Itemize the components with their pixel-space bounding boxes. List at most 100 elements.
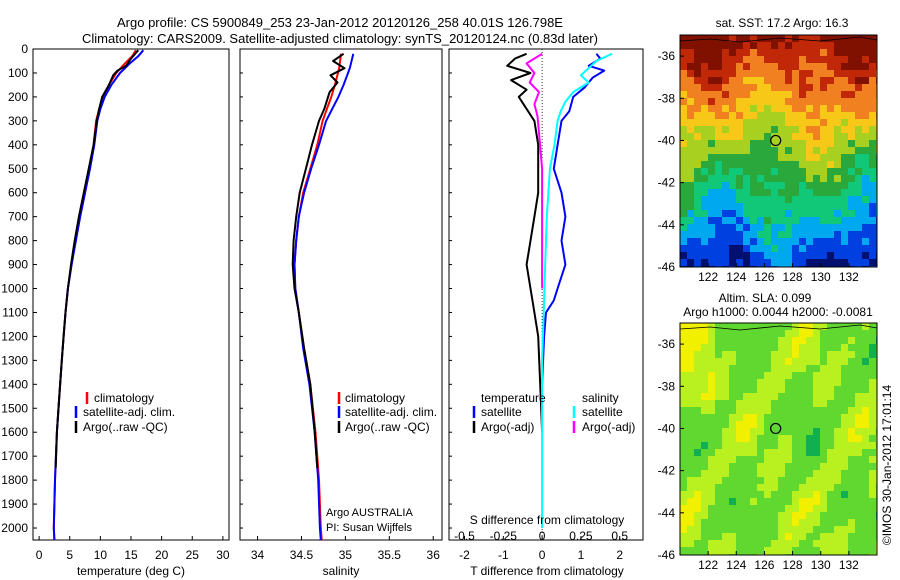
salinity-axis-label: salinity <box>323 564 360 578</box>
map-cell <box>701 323 709 331</box>
salinity-legend: climatology satellite-adj. clim. Argo(..… <box>337 391 437 434</box>
map-cell <box>841 168 849 176</box>
map-cell <box>834 238 842 246</box>
map-cell <box>841 140 849 148</box>
map-cell <box>757 231 765 239</box>
map-cell <box>757 519 765 527</box>
map-cell <box>764 372 772 380</box>
map-cell <box>680 449 688 457</box>
map-cell <box>722 435 730 443</box>
map-cell <box>834 386 842 394</box>
map-cell <box>820 442 828 450</box>
map-cell <box>764 491 772 499</box>
map-cell <box>855 421 863 429</box>
map-cell <box>764 259 772 267</box>
map-cell <box>736 540 744 548</box>
map-cell <box>764 470 772 478</box>
map-cell <box>722 84 730 92</box>
map-cell <box>701 393 709 401</box>
map-cell <box>757 435 765 443</box>
map-cell <box>736 70 744 78</box>
map-cell <box>764 421 772 429</box>
map-cell <box>813 133 821 141</box>
map-cell <box>771 512 779 520</box>
map-cell <box>799 252 807 260</box>
map-cell <box>785 470 793 478</box>
map-cell <box>771 470 779 478</box>
map-cell <box>750 70 758 78</box>
map-cell <box>799 512 807 520</box>
map-cell <box>813 168 821 176</box>
map-cell <box>701 245 709 253</box>
map-cell <box>722 238 730 246</box>
map-x-tick-label: 126 <box>754 558 774 572</box>
map-cell <box>792 168 800 176</box>
map-cell <box>694 372 702 380</box>
map-cell <box>834 365 842 373</box>
map-cell <box>708 442 716 450</box>
map-cell <box>771 386 779 394</box>
map-cell <box>715 428 723 436</box>
map-cell <box>715 484 723 492</box>
map-cell <box>862 56 870 64</box>
map-cell <box>869 77 877 85</box>
map-cell <box>778 498 786 506</box>
map-cell <box>862 393 870 401</box>
map-cell <box>820 161 828 169</box>
map-cell <box>855 112 863 120</box>
map-y-tick-label: -42 <box>658 464 676 478</box>
map-cell <box>694 351 702 359</box>
map-cell <box>855 84 863 92</box>
map-cell <box>834 119 842 127</box>
map-cell <box>708 203 716 211</box>
map-cell <box>729 231 737 239</box>
map-cell <box>869 526 877 534</box>
map-cell <box>799 351 807 359</box>
map-cell <box>792 365 800 373</box>
map-cell <box>792 484 800 492</box>
map-cell <box>764 189 772 197</box>
map-cell <box>764 484 772 492</box>
map-cell <box>785 84 793 92</box>
map-cell <box>708 379 716 387</box>
map-cell <box>813 365 821 373</box>
map-cell <box>827 70 835 78</box>
map-cell <box>694 259 702 267</box>
map-cell <box>799 175 807 183</box>
map-cell <box>862 49 870 57</box>
map-cell <box>687 224 695 232</box>
map-cell <box>792 337 800 345</box>
map-cell <box>771 238 779 246</box>
map-cell <box>722 77 730 85</box>
map-cell <box>729 119 737 127</box>
map-cell <box>834 519 842 527</box>
map-cell <box>757 351 765 359</box>
map-cell <box>841 259 849 267</box>
map-cell <box>820 449 828 457</box>
map-cell <box>680 161 688 169</box>
map-cell <box>820 189 828 197</box>
map-cell <box>764 330 772 338</box>
map-cell <box>757 428 765 436</box>
map-cell <box>827 217 835 225</box>
map-cell <box>771 400 779 408</box>
map-cell <box>862 245 870 253</box>
map-cell <box>785 365 793 373</box>
map-cell <box>813 435 821 443</box>
map-cell <box>743 210 751 218</box>
map-cell <box>785 540 793 548</box>
map-cell <box>743 84 751 92</box>
map-cell <box>834 42 842 50</box>
map-cell <box>834 351 842 359</box>
map-cell <box>708 358 716 366</box>
map-cell <box>841 189 849 197</box>
map-cell <box>792 35 800 43</box>
map-cell <box>743 98 751 106</box>
map-cell <box>701 386 709 394</box>
map-cell <box>708 140 716 148</box>
map-cell <box>708 182 716 190</box>
map-cell <box>680 519 688 527</box>
map-cell <box>792 463 800 471</box>
map-cell <box>785 526 793 534</box>
map-cell <box>715 56 723 64</box>
